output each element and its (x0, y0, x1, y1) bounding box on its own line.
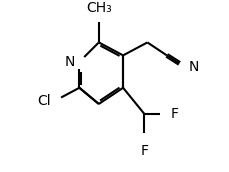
Text: Cl: Cl (37, 94, 51, 108)
Text: N: N (65, 55, 75, 69)
Text: N: N (188, 60, 198, 74)
Text: F: F (170, 107, 178, 121)
Text: CH₃: CH₃ (86, 1, 111, 15)
Text: F: F (139, 144, 147, 158)
